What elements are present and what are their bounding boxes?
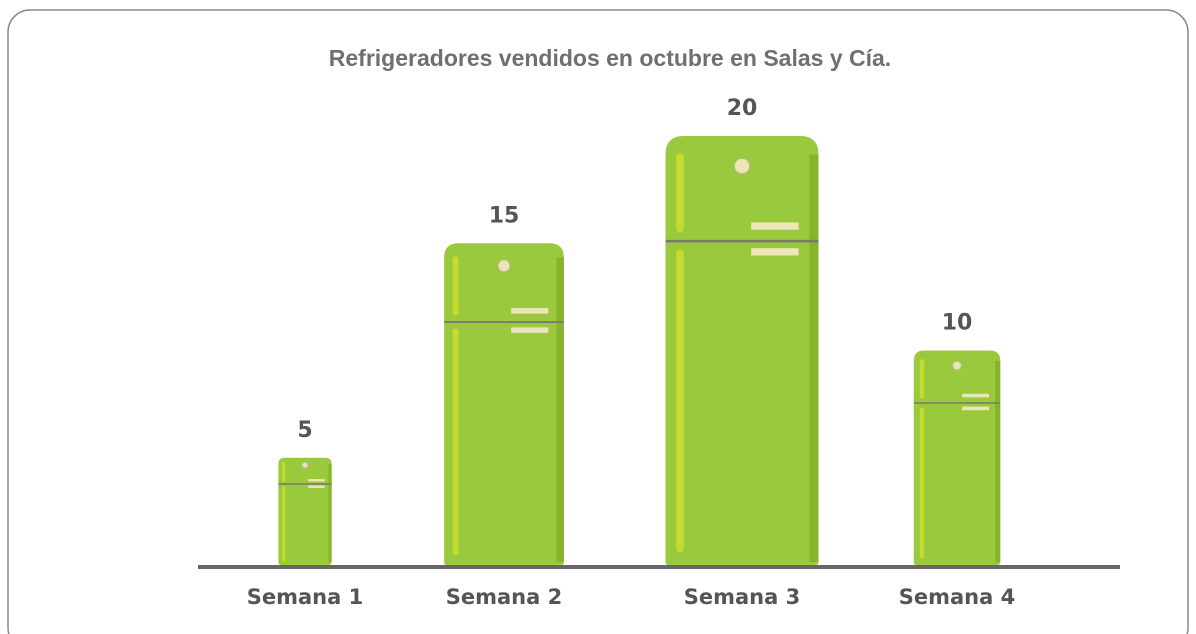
fridge-handle: [511, 308, 549, 314]
fridge-shade: [809, 154, 819, 562]
fridge-body: [444, 243, 564, 565]
fridge-handle: [308, 479, 325, 482]
card: [7, 9, 1189, 634]
fridge-stripe: [919, 359, 925, 399]
fridge-stripe: [919, 407, 925, 559]
value-label: 10: [942, 311, 973, 336]
fridge-stripe: [452, 256, 459, 316]
fridge-handle: [962, 393, 990, 398]
fridge-body: [665, 136, 819, 565]
chart-title: Refrigeradores vendidos en octubre en Sa…: [329, 45, 891, 71]
fridge-handle: [751, 222, 799, 230]
value-label: 5: [297, 418, 312, 443]
fridge: [278, 457, 332, 565]
x-tick-label: Semana 1: [247, 585, 363, 609]
x-tick-label: Semana 2: [446, 585, 562, 609]
x-tick-label: Semana 4: [899, 585, 1015, 609]
fridge-shade: [995, 360, 1001, 562]
fridge-stripe: [676, 249, 684, 553]
fridge-stripe: [676, 153, 684, 233]
fridge-shade: [328, 464, 332, 562]
fridge: [913, 350, 1001, 565]
fridge: [665, 136, 819, 565]
fridge-handle: [511, 327, 549, 333]
fridge-shade: [556, 257, 564, 562]
x-tick-label: Semana 3: [684, 585, 800, 609]
fridge-handle: [751, 248, 799, 256]
fridge-stripe: [282, 462, 286, 482]
fridge-body: [913, 350, 1001, 565]
fridge-dial: [497, 259, 511, 273]
fridge-body: [278, 457, 332, 565]
fridge-dial: [733, 157, 751, 175]
fridge: [444, 243, 564, 565]
fridge-dial: [301, 461, 309, 469]
fridge-stripe: [452, 328, 459, 556]
value-label: 15: [489, 203, 520, 228]
value-label: 20: [727, 96, 758, 121]
fridge-dial: [952, 360, 962, 371]
fridge-handle: [308, 485, 325, 488]
fridge-stripe: [282, 486, 286, 562]
fridge-handle: [962, 406, 990, 411]
